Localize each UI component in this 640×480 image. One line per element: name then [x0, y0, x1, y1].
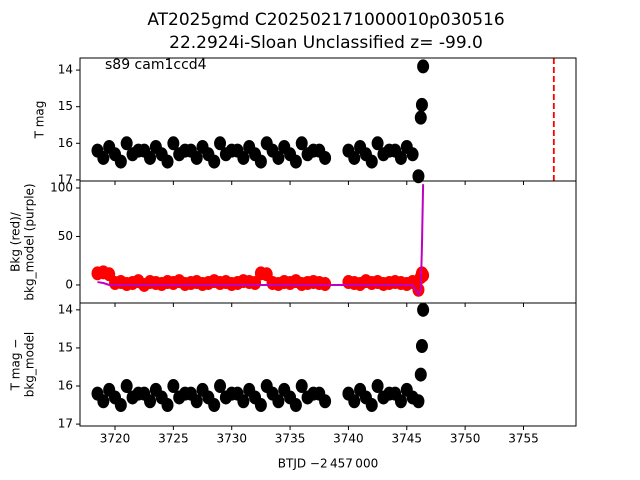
- y-tick-label: 14: [58, 302, 73, 316]
- data-point: [365, 398, 378, 413]
- y-tick-label: 0: [65, 277, 73, 291]
- y-axis-label: Bkg (red)/: [9, 211, 23, 272]
- axes-frame: [79, 302, 577, 427]
- data-point: [417, 59, 430, 74]
- data-point: [249, 276, 262, 291]
- data-point: [319, 394, 332, 409]
- x-tick-label: 3720: [100, 432, 131, 446]
- x-axis-label: BTJD −2 457 000: [278, 457, 378, 471]
- data-point: [412, 394, 425, 409]
- data-point: [254, 398, 267, 413]
- y-tick-label: 16: [58, 136, 73, 150]
- data-point: [295, 379, 308, 394]
- data-point: [114, 154, 127, 169]
- y-tick-label: 50: [58, 229, 73, 243]
- data-point: [371, 379, 384, 394]
- x-tick-label: 3730: [216, 432, 247, 446]
- data-point: [272, 394, 285, 409]
- data-point: [97, 150, 110, 165]
- data-point: [161, 154, 174, 169]
- chart-title: AT2025gmd C202502171000010p030516: [147, 10, 504, 30]
- plot-area: [91, 59, 430, 184]
- data-point: [365, 154, 378, 169]
- plot-area: [91, 184, 430, 297]
- data-point: [414, 110, 427, 125]
- data-point: [144, 150, 157, 165]
- data-point: [190, 150, 203, 165]
- data-point: [371, 136, 384, 151]
- y-tick-label: 17: [58, 172, 73, 186]
- data-point: [237, 394, 250, 409]
- data-point: [208, 154, 221, 169]
- data-point: [415, 339, 428, 354]
- data-point: [208, 398, 221, 413]
- data-point: [190, 394, 203, 409]
- x-tick-label: 3740: [333, 432, 364, 446]
- data-point: [417, 268, 430, 283]
- data-point: [415, 97, 428, 112]
- data-point: [417, 302, 430, 317]
- data-point: [394, 394, 407, 409]
- y-tick-label: 17: [58, 417, 73, 431]
- data-point: [214, 136, 227, 151]
- x-tick-label: 3755: [508, 432, 539, 446]
- plot-area: [91, 302, 430, 413]
- data-point: [319, 150, 332, 165]
- y-tick-label: 15: [58, 340, 73, 354]
- y-tick-label: 14: [58, 63, 73, 77]
- data-point: [167, 379, 180, 394]
- y-axis-label: T mag: [33, 101, 47, 140]
- y-tick-label: 15: [58, 99, 73, 113]
- y-axis-label: bkg_model: [23, 332, 37, 398]
- x-tick-label: 3735: [275, 432, 306, 446]
- data-point: [272, 150, 285, 165]
- data-point: [120, 379, 133, 394]
- y-tick-label: 16: [58, 379, 73, 393]
- data-point: [237, 150, 250, 165]
- y-tick-label: 100: [50, 180, 73, 194]
- data-point: [289, 154, 302, 169]
- data-point: [254, 154, 267, 169]
- data-point: [394, 150, 407, 165]
- data-point: [167, 136, 180, 151]
- data-point: [412, 169, 425, 184]
- x-tick-label: 3750: [450, 432, 481, 446]
- data-point: [289, 398, 302, 413]
- data-point: [406, 147, 419, 162]
- y-axis-label: T mag −: [9, 339, 23, 392]
- y-axis-label: bkg_model (purple): [23, 183, 37, 300]
- data-point: [97, 394, 110, 409]
- data-point: [348, 394, 361, 409]
- model-line: [97, 184, 425, 297]
- data-point: [295, 136, 308, 151]
- data-point: [114, 398, 127, 413]
- data-point: [120, 136, 133, 151]
- annotation: s89 cam1ccd4: [105, 57, 207, 73]
- data-point: [214, 379, 227, 394]
- x-tick-label: 3725: [158, 432, 189, 446]
- data-point: [348, 150, 361, 165]
- data-point: [144, 394, 157, 409]
- x-tick-label: 3745: [392, 432, 423, 446]
- data-point: [161, 398, 174, 413]
- chart-subtitle: 22.2924i-Sloan Unclassified z= -99.0: [169, 33, 483, 53]
- data-point: [414, 367, 427, 382]
